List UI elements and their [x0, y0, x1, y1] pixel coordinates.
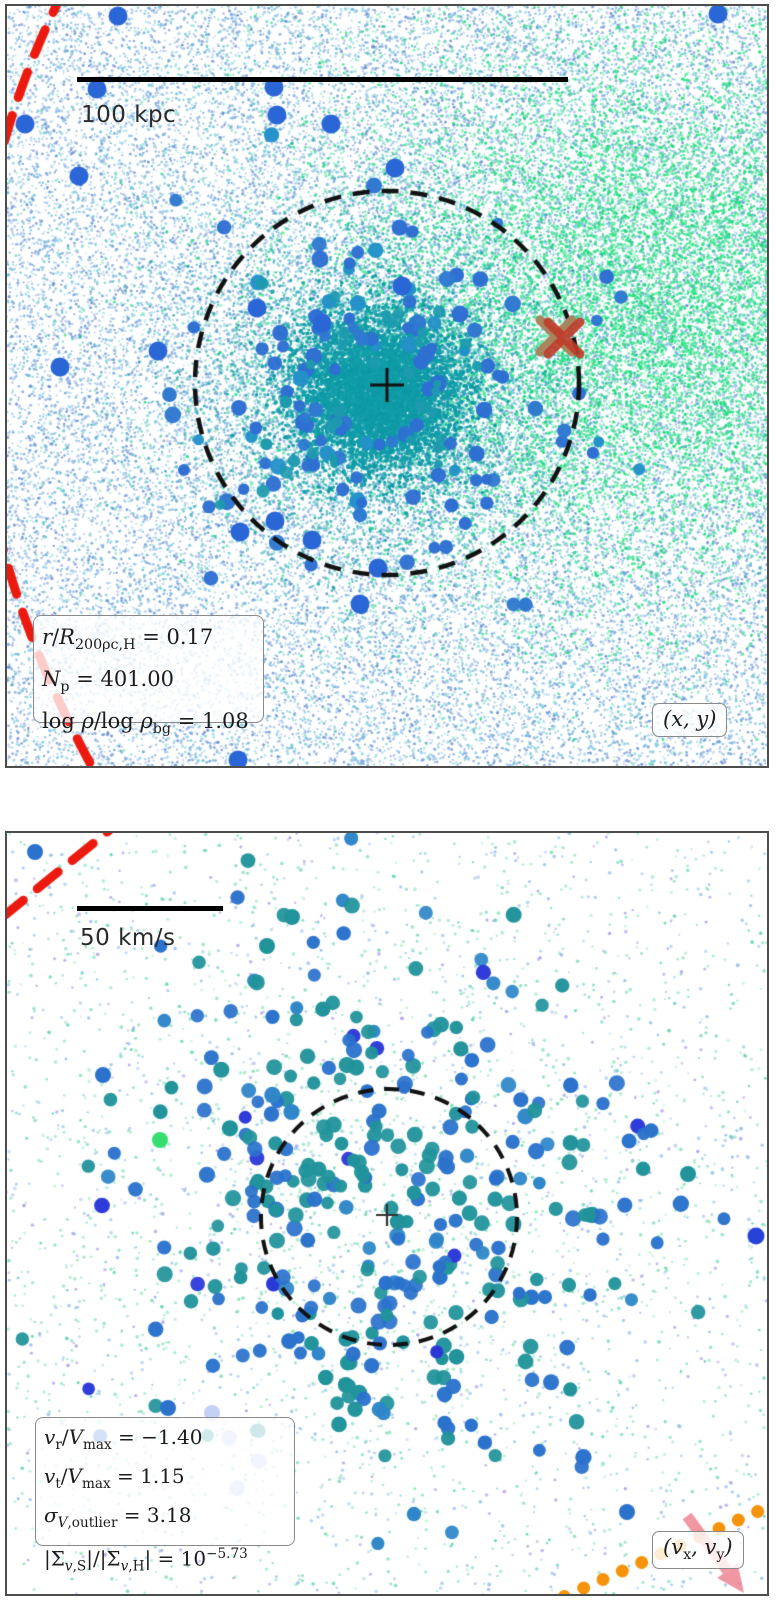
info-line-sigma: σV,outlier = 3.18 [44, 1503, 192, 1531]
projection-label-xy: (x, y) [652, 703, 728, 737]
projection-label-vxvy: (vx, vy) [652, 1531, 744, 1570]
scale-bar-label-vxvy: 50 km/s [80, 925, 176, 951]
info-line-logrho: log ρ/log ρbg = 1.08 [42, 709, 249, 738]
info-line-np: Np = 401.00 [42, 667, 174, 696]
info-line-sigma-ratio: |Σv,S|/|Σv,H| = 10−5.73 [44, 1546, 248, 1575]
panel-vxvy-projection: 50 km/s vr/Vmax = −1.40 vt/Vmax = 1.15 σ… [5, 831, 769, 1596]
panel-xy-projection: 100 kpc r/R200ρc,H = 0.17 Np = 401.00 lo… [5, 4, 769, 768]
scale-bar-label-xy: 100 kpc [81, 102, 177, 128]
info-line-vr: vr/Vmax = −1.40 [44, 1425, 203, 1453]
scale-bar-vxvy [77, 906, 223, 911]
scale-bar-xy [77, 77, 568, 82]
info-box-vxvy: vr/Vmax = −1.40 vt/Vmax = 1.15 σV,outlie… [35, 1417, 295, 1575]
info-line-vt: vt/Vmax = 1.15 [44, 1464, 185, 1492]
info-box-xy: r/R200ρc,H = 0.17 Np = 401.00 log ρ/log … [33, 615, 264, 738]
info-line-r-ratio: r/R200ρc,H = 0.17 [42, 625, 214, 654]
